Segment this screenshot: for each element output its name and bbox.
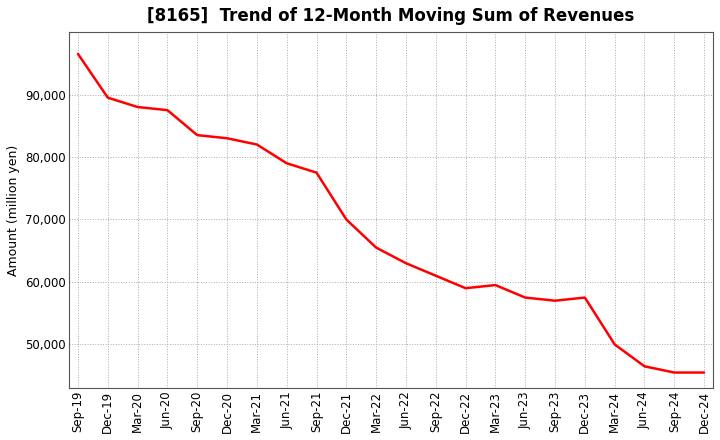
- Y-axis label: Amount (million yen): Amount (million yen): [7, 144, 20, 276]
- Title: [8165]  Trend of 12-Month Moving Sum of Revenues: [8165] Trend of 12-Month Moving Sum of R…: [148, 7, 634, 25]
